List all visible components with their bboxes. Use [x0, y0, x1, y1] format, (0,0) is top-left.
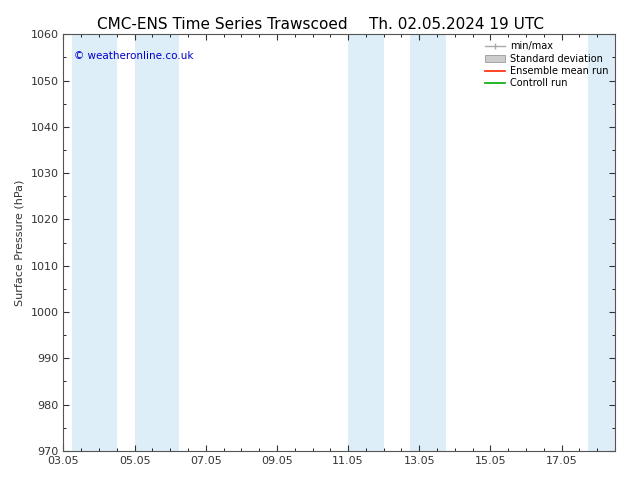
Bar: [134, 34, 179, 451]
Legend: min/max, Standard deviation, Ensemble mean run, Controll run: min/max, Standard deviation, Ensemble me…: [483, 39, 610, 90]
Text: CMC-ENS Time Series Trawscoed: CMC-ENS Time Series Trawscoed: [96, 17, 347, 32]
Bar: [348, 34, 384, 451]
Text: © weatheronline.co.uk: © weatheronline.co.uk: [74, 51, 194, 61]
Text: Th. 02.05.2024 19 UTC: Th. 02.05.2024 19 UTC: [369, 17, 544, 32]
Bar: [72, 34, 117, 451]
Y-axis label: Surface Pressure (hPa): Surface Pressure (hPa): [15, 179, 25, 306]
Bar: [588, 34, 615, 451]
Bar: [410, 34, 446, 451]
